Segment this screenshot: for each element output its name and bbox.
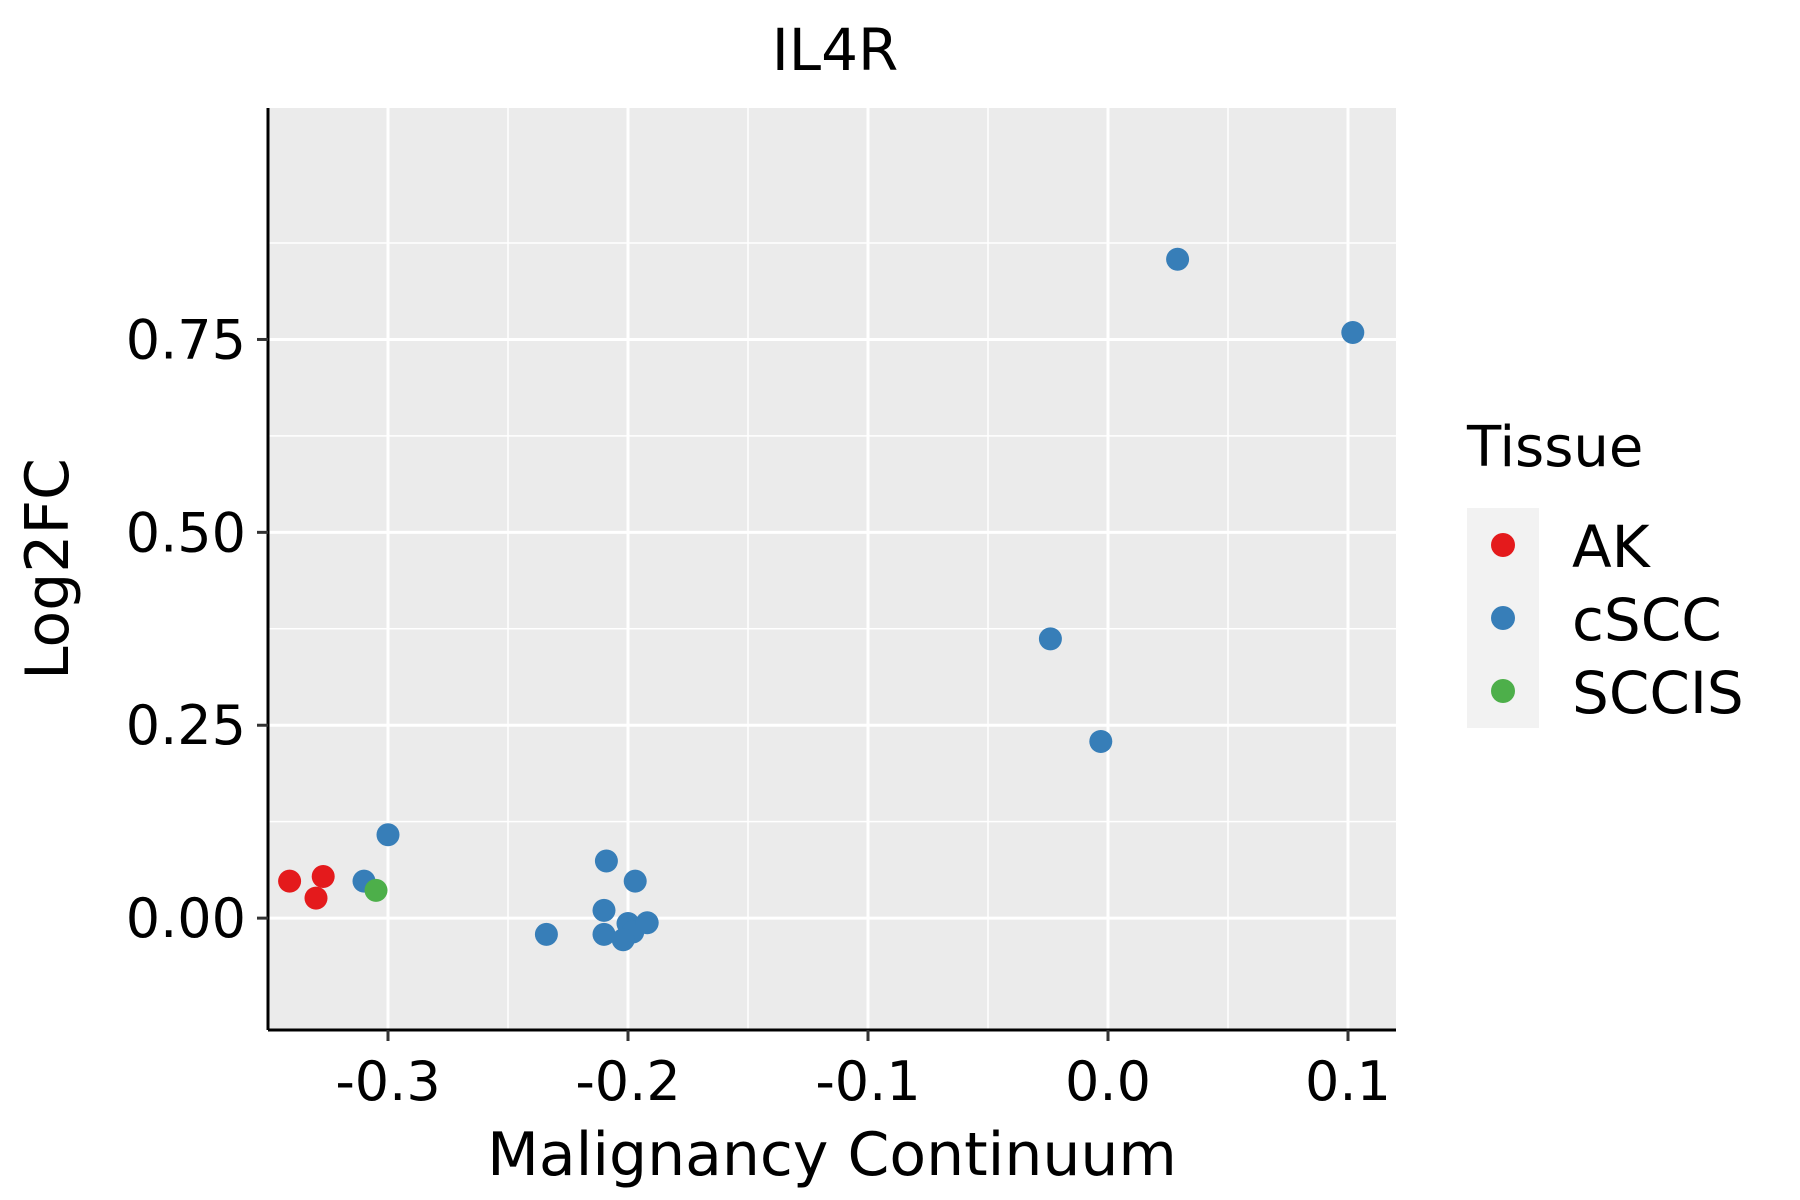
legend-label-cscc: cSCC [1572, 586, 1722, 654]
axis-ticks: -0.3 -0.2 -0.1 0.0 0.1 0.00 0.25 0.50 0.75 [126, 308, 1391, 1113]
data-point-cscc [611, 928, 635, 952]
y-tick-label: 0.00 [126, 887, 246, 950]
legend-title: Tissue [1466, 415, 1643, 480]
grid-lines [267, 108, 1396, 1030]
data-point-cscc [1341, 321, 1365, 345]
y-tick-label: 0.75 [126, 308, 246, 371]
data-point-cscc [592, 898, 616, 922]
data-point-ak [311, 864, 335, 888]
legend-label-sccis: SCCIS [1572, 659, 1744, 727]
legend: Tissue AK cSCC SCCIS [1466, 415, 1744, 728]
data-point-cscc [623, 869, 647, 893]
data-point-cscc [592, 922, 616, 946]
data-point-cscc [594, 849, 618, 873]
data-point-cscc [376, 823, 400, 847]
x-tick-label: -0.1 [815, 1050, 920, 1113]
y-tick-label: 0.25 [126, 694, 246, 757]
data-point-cscc [1038, 627, 1062, 651]
data-points [278, 247, 1365, 952]
x-tick-label: 0.0 [1065, 1050, 1151, 1113]
data-point-sccis [364, 878, 388, 902]
legend-key-cscc [1491, 606, 1515, 630]
legend-key-ak [1491, 533, 1515, 557]
chart-title: IL4R [772, 16, 899, 84]
data-point-cscc [1166, 247, 1190, 271]
legend-label-ak: AK [1572, 513, 1652, 581]
data-point-ak [304, 886, 328, 910]
data-point-cscc [635, 911, 659, 935]
data-point-cscc [1089, 729, 1113, 753]
plot-panel [268, 108, 1396, 1030]
legend-key-sccis [1491, 679, 1515, 703]
x-axis-label: Malignancy Continuum [487, 1120, 1177, 1190]
x-tick-label: 0.1 [1305, 1050, 1391, 1113]
y-axis-label: Log2FC [13, 458, 83, 680]
data-point-cscc [534, 922, 558, 946]
x-tick-label: -0.2 [575, 1050, 680, 1113]
x-tick-label: -0.3 [335, 1050, 440, 1113]
data-point-ak [278, 869, 302, 893]
y-tick-label: 0.50 [126, 501, 246, 564]
